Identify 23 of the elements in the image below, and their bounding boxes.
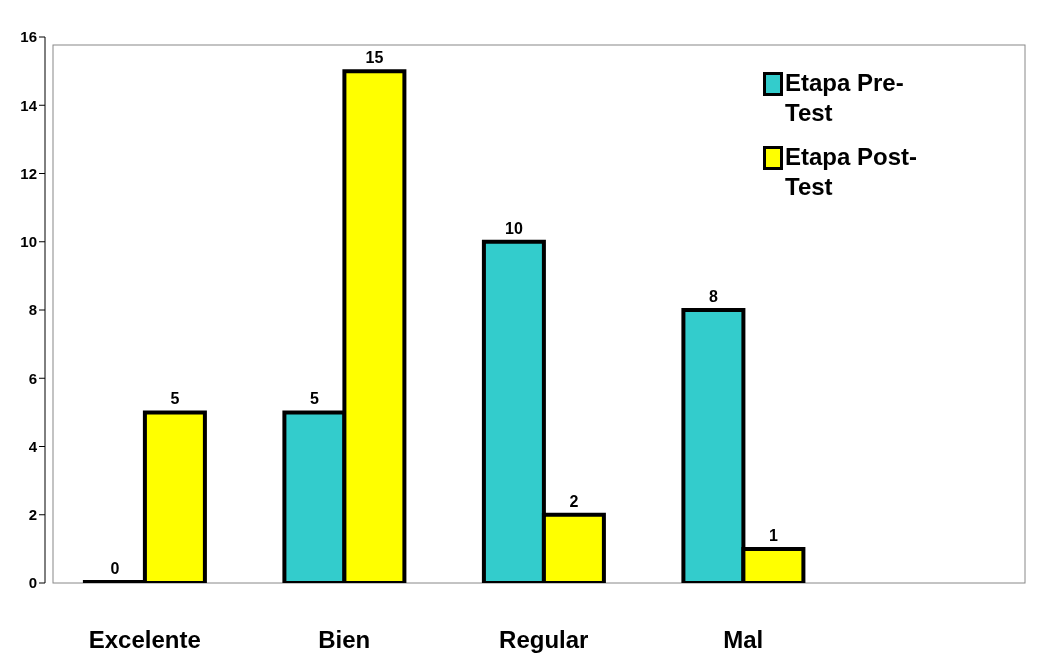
data-label: 2 [569,492,579,510]
legend-label: Etapa Pre-Test [785,68,905,128]
y-tick-label: 4 [28,437,38,455]
data-label: 8 [708,288,718,305]
data-label: 5 [309,390,319,408]
y-tick-label: 8 [28,301,37,319]
data-label: 5 [170,390,180,408]
y-tick-label: 14 [20,96,38,114]
y-tick-label: 12 [20,164,37,182]
y-tick-label: 16 [20,28,37,46]
y-tick-label: 10 [20,233,37,251]
x-tick-label: Bien [318,626,371,654]
x-tick-label: Regular [499,626,589,654]
data-label: 15 [365,49,384,67]
data-label: 10 [505,219,523,237]
data-label: 0 [110,560,120,577]
x-tick-label: Mal [723,626,764,654]
y-tick-label: 6 [28,369,37,387]
y-tick-label: 0 [28,574,37,592]
x-tick-label: Excelente [88,626,201,654]
legend-label: Etapa Post-Test [785,142,919,202]
data-label: 1 [768,526,778,544]
y-tick-label: 2 [28,506,37,524]
